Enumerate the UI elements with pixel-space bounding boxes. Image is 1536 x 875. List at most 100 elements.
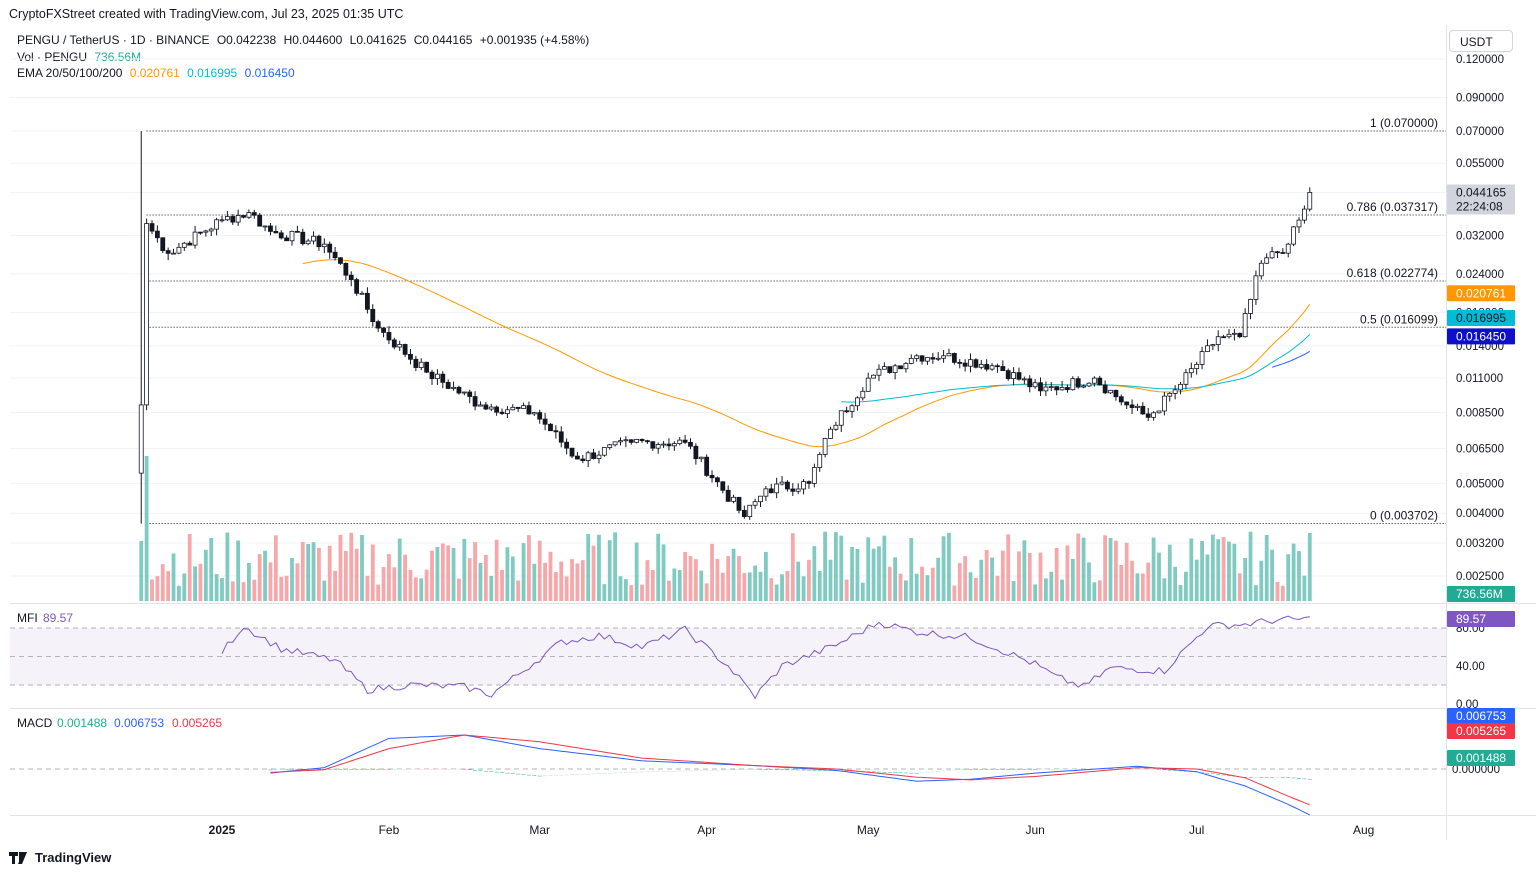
candle-body (429, 371, 435, 380)
candle-body (478, 404, 483, 407)
macd-histogram-bar (613, 772, 618, 774)
macd-histogram-bar (968, 769, 973, 770)
volume-bar (882, 535, 887, 601)
candle-body (1226, 333, 1232, 338)
candle-body (467, 391, 473, 397)
macd-histogram-bar (435, 769, 440, 770)
macd-histogram-bar (516, 773, 521, 775)
volume-bar (812, 546, 817, 601)
macd-histogram-bar (607, 773, 612, 774)
volume-bar (430, 550, 434, 601)
macd-value: 0.006753 (114, 716, 164, 730)
ema100-axis-label-bg (1447, 328, 1515, 345)
candle-body (413, 358, 419, 368)
candle-body (176, 246, 182, 254)
macd-histogram-bar (661, 771, 666, 772)
macd-axis-label: 0.006753 (1456, 709, 1506, 723)
candle-body (704, 456, 710, 476)
candle-body (208, 228, 214, 232)
volume-bar (774, 584, 779, 601)
macd-histogram-bar (844, 770, 849, 772)
volume-bar (290, 557, 294, 601)
macd-histogram-bar (1307, 779, 1312, 780)
volume-bar (677, 570, 682, 601)
macd-histogram-bar (677, 770, 682, 772)
volume-label[interactable]: Vol · PENGU (17, 50, 88, 64)
volume-bar (1280, 585, 1285, 601)
volume-bar (230, 581, 235, 601)
candle-body (235, 215, 241, 223)
candle-body (806, 481, 812, 484)
macd-histogram-bar (284, 769, 289, 770)
volume-bar (564, 576, 569, 601)
macd-signal-axis-label: 0.005265 (1456, 724, 1506, 738)
candle-body (1296, 219, 1302, 228)
price-tick-label: 0.070000 (1456, 126, 1504, 138)
volume-bar (241, 582, 246, 601)
mfi-line (221, 615, 1310, 700)
candle-body (316, 235, 322, 248)
macd-histogram-bar (666, 771, 671, 772)
volume-bar (807, 559, 811, 601)
macd-histogram-bar (446, 769, 451, 770)
volume-bar (1017, 551, 1021, 601)
volume-bar (559, 561, 564, 601)
ema100-value: 0.016450 (244, 66, 295, 80)
volume-bar (1114, 540, 1118, 601)
macd-histogram-bar (1151, 769, 1156, 770)
volume-bar (317, 547, 321, 601)
volume-bar (737, 556, 741, 601)
volume-bar (548, 551, 553, 601)
macd-histogram-bar (1033, 769, 1038, 770)
macd-histogram-bar (726, 769, 731, 771)
volume-bar (855, 548, 860, 601)
ema20-line (302, 259, 1311, 448)
time-tick-label: May (857, 823, 880, 837)
low-value: L0.041625 (349, 33, 407, 47)
ema-label[interactable]: EMA 20/50/100/200 (17, 66, 123, 80)
symbol-label[interactable]: PENGU / TetherUS · 1D · BINANCE (17, 33, 210, 47)
chart-canvas[interactable]: 0.120000 0.090000 0.070000 0.055000 0.032000… (0, 0, 1536, 850)
volume-bar (1243, 557, 1248, 601)
volume-bar (203, 549, 208, 601)
candle-body (451, 386, 456, 389)
macd-histogram-bar (333, 769, 338, 770)
candle-body (720, 481, 726, 491)
currency-button[interactable]: USDT (1449, 30, 1513, 52)
price-tick-label: 0.055000 (1456, 158, 1504, 170)
volume-bar (1248, 531, 1253, 601)
macd-histogram-bar (1054, 769, 1059, 770)
volume-bar (887, 566, 892, 601)
volume-bar (720, 572, 725, 601)
macd-histogram-bar (1049, 769, 1054, 770)
macd-histogram-bar (914, 773, 919, 774)
volume-bar (144, 456, 149, 601)
volume-bar (543, 562, 547, 601)
candle-body (445, 381, 451, 389)
candle-body (989, 365, 995, 370)
candle-body (1118, 396, 1124, 403)
volume-bar (516, 580, 521, 601)
macd-histogram-bar (489, 771, 494, 772)
candle-body (951, 353, 957, 363)
candle-body (698, 456, 704, 460)
candle-body (1301, 208, 1307, 221)
macd-histogram-bar (1167, 769, 1172, 771)
macd-histogram-bar (806, 769, 811, 771)
macd-histogram-bar (1135, 769, 1140, 770)
candle-body (962, 362, 968, 367)
candle-body (510, 406, 516, 411)
tradingview-logo[interactable]: TradingView (9, 850, 111, 865)
fib-level-label: 0.786 (0.037317) (1347, 200, 1438, 214)
volume-bar (1221, 537, 1226, 601)
macd-histogram-bar (812, 769, 817, 771)
candle-body (607, 444, 613, 448)
volume-bar (166, 571, 171, 601)
volume-bar (683, 551, 688, 601)
macd-histogram-bar (300, 769, 305, 770)
candle-body (187, 242, 193, 246)
candle-body (1194, 364, 1200, 370)
volume-bar (871, 548, 876, 601)
volume-bar (914, 573, 919, 601)
volume-bar (1108, 538, 1113, 601)
